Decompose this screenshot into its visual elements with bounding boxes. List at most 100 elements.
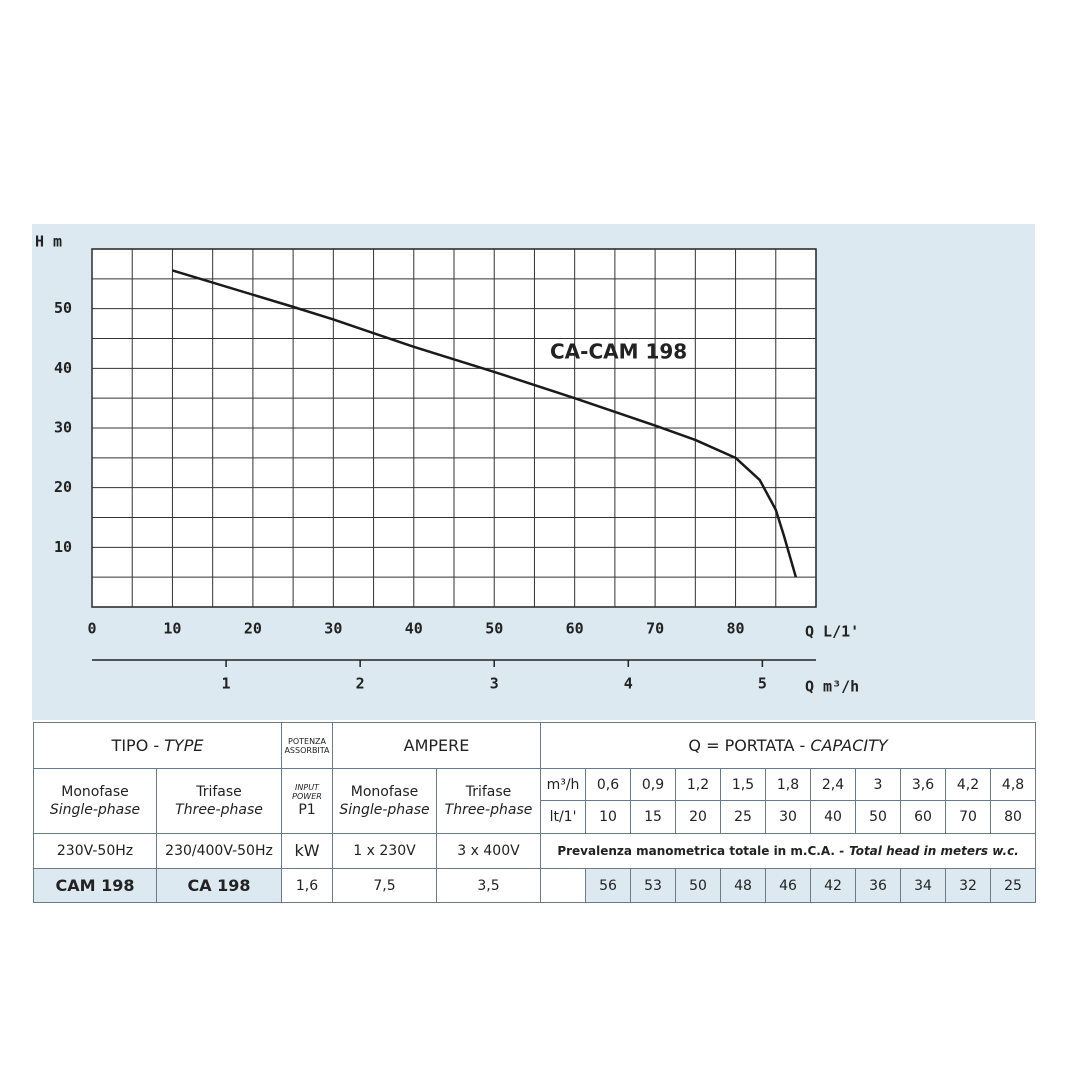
single-phase: Monofase Single-phase xyxy=(33,768,157,834)
x2-axis-label: Q m³/h xyxy=(805,678,859,696)
single-phase-en: Single-phase xyxy=(49,802,141,818)
amp-single-it: Monofase xyxy=(350,784,419,800)
x-tick-label: 80 xyxy=(727,620,745,638)
three-phase: Trifase Three-phase xyxy=(156,768,282,834)
empty-cell xyxy=(540,868,587,903)
head-note: Prevalenza manometrica totale in m.C.A. … xyxy=(540,833,1037,869)
volt-three: 3 x 400V xyxy=(435,833,542,869)
q-m3h: 3,6 xyxy=(900,768,947,801)
q-lt: 80 xyxy=(990,800,1037,834)
type-title-en: TYPE xyxy=(164,735,204,755)
head-value: 36 xyxy=(855,868,902,903)
x-tick-label: 40 xyxy=(405,620,423,638)
y-tick-label: 40 xyxy=(54,359,72,377)
x-tick-label: 50 xyxy=(485,620,503,638)
head-value: 25 xyxy=(990,868,1037,903)
q-m3h: 3 xyxy=(855,768,902,801)
amp-three-en: Three-phase xyxy=(444,802,533,818)
q-m3h: 1,8 xyxy=(765,768,812,801)
kw-label: kW xyxy=(281,833,333,869)
amp-three-value: 3,5 xyxy=(435,868,542,903)
lt-row: lt/1' 10 15 20 25 30 40 50 60 70 80 xyxy=(34,800,1037,834)
x-axis-label: Q L/1' xyxy=(805,623,859,641)
q-lt: 15 xyxy=(630,800,677,834)
q-lt: 10 xyxy=(585,800,632,834)
y-tick-label: 10 xyxy=(54,538,72,556)
input-power: INPUT POWER P1 xyxy=(281,768,333,834)
amp-single: Monofase Single-phase xyxy=(332,768,437,834)
y-tick-label: 50 xyxy=(54,299,72,317)
x-tick-label: 70 xyxy=(646,620,664,638)
q-m3h: 1,5 xyxy=(720,768,767,801)
power-value: 1,6 xyxy=(281,868,333,903)
p1-label: P1 xyxy=(298,802,316,818)
q-lt: 30 xyxy=(765,800,812,834)
x-tick-label: 20 xyxy=(244,620,262,638)
q-lt: 25 xyxy=(720,800,767,834)
q-m3h: 0,9 xyxy=(630,768,677,801)
capacity-title-en: CAPACITY xyxy=(810,735,888,755)
volt-single: 1 x 230V xyxy=(332,833,437,869)
type-title-it: TIPO - xyxy=(111,735,160,755)
head-note-en: Total head in meters w.c. xyxy=(849,844,1019,858)
power-title: POTENZA ASSORBITA xyxy=(281,722,333,769)
x2-tick-label: 1 xyxy=(222,675,231,693)
head-value: 42 xyxy=(810,868,857,903)
x-tick-label: 60 xyxy=(566,620,584,638)
single-phase-it: Monofase xyxy=(61,784,129,800)
y-tick-label: 20 xyxy=(54,478,72,496)
q-lt: 20 xyxy=(675,800,722,834)
type-title: TIPO - TYPE xyxy=(33,722,282,769)
model-three: CA 198 xyxy=(156,868,282,903)
q-lt: 60 xyxy=(900,800,947,834)
model-single: CAM 198 xyxy=(33,868,157,903)
head-value: 46 xyxy=(765,868,812,903)
q-lt: 70 xyxy=(945,800,992,834)
model-row: CAM 198 CA 198 1,6 7,5 3,5 56 53 50 48 46 42 3… xyxy=(33,868,1037,903)
head-value: 48 xyxy=(720,868,767,903)
freq-single: 230V-50Hz xyxy=(33,833,157,869)
amp-single-en: Single-phase xyxy=(339,802,430,818)
x2-tick-label: 3 xyxy=(490,675,499,693)
amp-three-it: Trifase xyxy=(465,784,512,800)
q-m3h: 2,4 xyxy=(810,768,857,801)
freq-three: 230/400V-50Hz xyxy=(156,833,282,869)
curve xyxy=(172,269,798,578)
amp-single-value: 7,5 xyxy=(332,868,437,903)
capacity-title-it: Q = PORTATA - xyxy=(688,735,806,755)
head-value: 32 xyxy=(945,868,992,903)
curve-label: CA-CAM 198 xyxy=(550,340,687,364)
three-phase-it: Trifase xyxy=(196,784,242,800)
x2-tick-label: 5 xyxy=(758,675,767,693)
y-axis-label: H m xyxy=(35,233,62,251)
spec-table: TIPO - TYPE POTENZA ASSORBITA AMPERE Q = … xyxy=(33,722,1037,903)
amp-three: Trifase Three-phase xyxy=(435,768,542,834)
q-m3h: 4,2 xyxy=(945,768,992,801)
head-value: 34 xyxy=(900,868,947,903)
q-lt: 40 xyxy=(810,800,857,834)
head-note-it: Prevalenza manometrica totale in m.C.A. … xyxy=(557,844,845,858)
unit-m3h: m³/h xyxy=(540,768,587,801)
x-tick-label: 10 xyxy=(163,620,181,638)
unit-lt: lt/1' xyxy=(540,800,587,834)
head-value: 56 xyxy=(585,868,632,903)
x2-tick-label: 4 xyxy=(624,675,633,693)
three-phase-en: Three-phase xyxy=(175,802,263,818)
supply-row: 230V-50Hz 230/400V-50Hz kW 1 x 230V 3 x … xyxy=(33,833,1037,869)
x2-tick-label: 2 xyxy=(356,675,365,693)
y-tick-label: 30 xyxy=(54,419,72,437)
q-m3h: 4,8 xyxy=(990,768,1037,801)
ampere-title: AMPERE xyxy=(331,722,542,769)
head-value: 50 xyxy=(675,868,722,903)
capacity-title: Q = PORTATA - CAPACITY xyxy=(540,722,1037,769)
head-value: 53 xyxy=(630,868,677,903)
q-m3h: 0,6 xyxy=(585,768,632,801)
q-lt: 50 xyxy=(855,800,902,834)
m3h-row: Monofase Single-phase Trifase Three-phase … xyxy=(33,768,1037,834)
header-row: TIPO - TYPE POTENZA ASSORBITA AMPERE Q = … xyxy=(33,722,1037,769)
x-tick-label: 30 xyxy=(324,620,342,638)
input-power-label: INPUT POWER xyxy=(292,783,322,801)
q-m3h: 1,2 xyxy=(675,768,722,801)
